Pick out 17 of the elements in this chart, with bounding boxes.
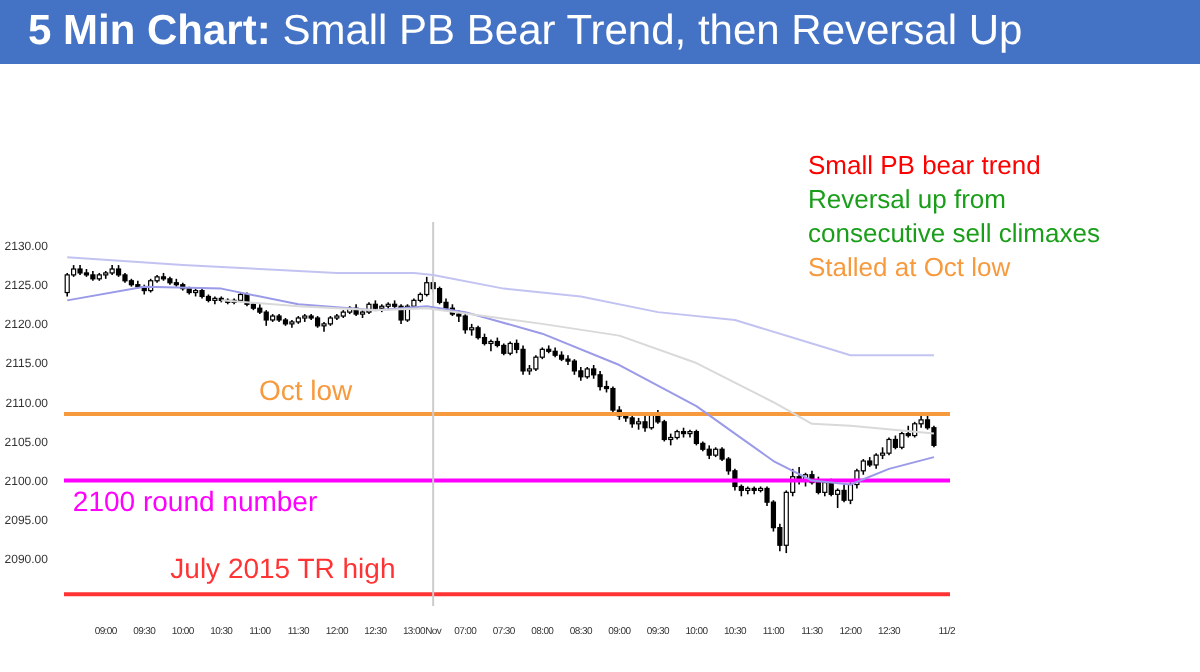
- text: Small PB bear trend: [808, 148, 1043, 182]
- ref-line-label: Oct low: [258, 374, 355, 406]
- chart-title: 5 Min Chart:: [28, 8, 271, 54]
- annotation: Stalled at Oct low: [808, 250, 1013, 284]
- annotation: Reversal up from consecutive sell climaxes: [808, 182, 1102, 250]
- candlestick: [610, 385, 616, 415]
- chart-subtitle: Small PB Bear Trend, then Reversal Up: [282, 8, 1023, 54]
- candlestick: [835, 487, 841, 509]
- ref-line-label: July 2015 TR high: [170, 552, 396, 585]
- candlestick: [462, 313, 468, 335]
- candlestick: [597, 370, 603, 392]
- candlestick: [520, 344, 526, 376]
- candlestick: [64, 272, 70, 298]
- line-series: [66, 285, 935, 486]
- candlestick: [424, 276, 430, 298]
- line-series: [220, 299, 935, 435]
- ref-line-label: 2100 round number: [72, 484, 318, 517]
